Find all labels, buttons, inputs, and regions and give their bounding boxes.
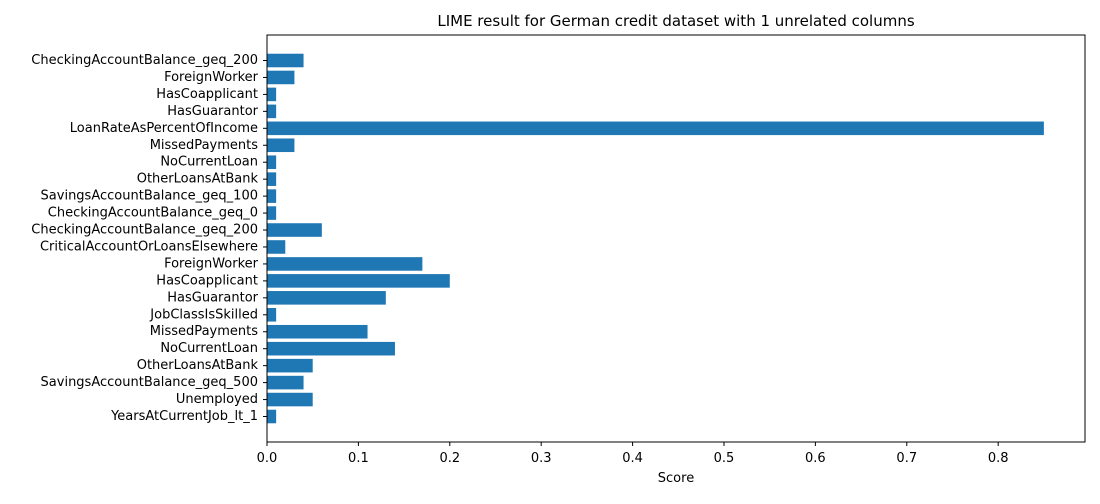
y-tick-label-6: NoCurrentLoan bbox=[160, 155, 258, 170]
y-tick-label-0: CheckingAccountBalance_geq_200 bbox=[31, 53, 258, 68]
y-tick-label-3: HasGuarantor bbox=[167, 104, 258, 119]
plot-frame bbox=[266, 34, 1086, 443]
chart-title: LIME result for German credit dataset wi… bbox=[437, 12, 914, 30]
y-tick-label-9: CheckingAccountBalance_geq_0 bbox=[48, 206, 258, 221]
bar-15 bbox=[267, 308, 277, 322]
bar-0 bbox=[267, 53, 304, 68]
x-tick-label-8: 0.8 bbox=[988, 451, 1009, 466]
y-tick-label-1: ForeignWorker bbox=[164, 70, 259, 85]
bar-12 bbox=[267, 257, 423, 271]
y-tick-label-10: CheckingAccountBalance_geq_200 bbox=[31, 223, 258, 238]
x-tick-label-5: 0.5 bbox=[714, 451, 735, 466]
bar-1 bbox=[267, 70, 295, 85]
y-tick-label-13: HasCoapplicant bbox=[156, 273, 258, 288]
y-tick-label-21: YearsAtCurrentJob_lt_1 bbox=[110, 409, 258, 424]
bar-16 bbox=[267, 324, 368, 339]
bar-11 bbox=[267, 240, 286, 254]
y-tick-label-16: MissedPayments bbox=[150, 324, 259, 339]
y-tick-label-5: MissedPayments bbox=[150, 138, 259, 153]
bar-5 bbox=[267, 138, 295, 153]
x-tick-label-3: 0.3 bbox=[531, 451, 552, 466]
y-tick-label-4: LoanRateAsPercentOfIncome bbox=[70, 121, 258, 136]
bar-20 bbox=[267, 392, 313, 407]
bar-13 bbox=[267, 274, 450, 288]
y-tick-label-19: SavingsAccountBalance_geq_500 bbox=[41, 375, 258, 390]
y-tick-label-20: Unemployed bbox=[176, 392, 258, 407]
x-axis-label: Score bbox=[658, 471, 694, 486]
bar-2 bbox=[267, 87, 277, 102]
bar-7 bbox=[267, 172, 277, 186]
x-axis-ticks: 0.0 0.1 0.2 0.3 0.4 0.5 0.6 0.7 0.8 bbox=[257, 442, 1009, 466]
y-tick-label-12: ForeignWorker bbox=[164, 256, 259, 271]
y-tick-label-7: OtherLoansAtBank bbox=[137, 172, 259, 187]
bar-19 bbox=[267, 375, 304, 390]
y-tick-label-8: SavingsAccountBalance_geq_100 bbox=[41, 189, 258, 204]
x-tick-label-0: 0.0 bbox=[257, 451, 278, 466]
bar-6 bbox=[267, 155, 277, 169]
bar-4 bbox=[267, 121, 1044, 136]
x-tick-label-1: 0.1 bbox=[348, 451, 369, 466]
bar-3 bbox=[267, 104, 277, 119]
y-tick-label-15: JobClassIsSkilled bbox=[149, 307, 258, 322]
y-tick-label-14: HasGuarantor bbox=[167, 290, 258, 305]
y-axis-ticks: CheckingAccountBalance_geq_200 ForeignWor… bbox=[31, 53, 267, 424]
y-tick-label-18: OtherLoansAtBank bbox=[137, 358, 259, 373]
bar-9 bbox=[267, 206, 277, 220]
bar-17 bbox=[267, 341, 395, 356]
y-tick-label-2: HasCoapplicant bbox=[156, 87, 258, 102]
bar-18 bbox=[267, 358, 313, 373]
x-tick-label-2: 0.2 bbox=[439, 451, 460, 466]
x-tick-label-4: 0.4 bbox=[622, 451, 643, 466]
bar-14 bbox=[267, 291, 386, 305]
y-tick-label-11: CriticalAccountOrLoansElsewhere bbox=[40, 239, 258, 254]
bar-8 bbox=[267, 189, 277, 203]
x-tick-label-6: 0.6 bbox=[805, 451, 826, 466]
bars-layer bbox=[267, 53, 1044, 424]
bar-21 bbox=[267, 409, 277, 424]
x-tick-label-7: 0.7 bbox=[896, 451, 917, 466]
y-tick-label-17: NoCurrentLoan bbox=[160, 341, 258, 356]
bar-10 bbox=[267, 223, 322, 237]
